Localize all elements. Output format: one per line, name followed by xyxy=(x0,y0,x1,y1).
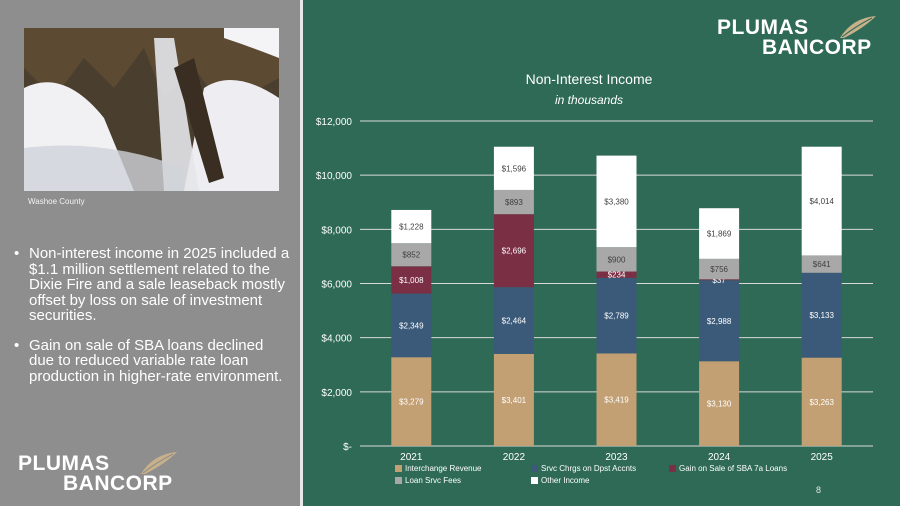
bar-segment xyxy=(391,209,432,244)
bar-segment xyxy=(596,353,637,446)
x-tick-label: 2021 xyxy=(400,452,423,463)
data-label: $1,228 xyxy=(399,223,424,232)
y-axis: $- $2,000 $4,000 $6,000 $8,000 $10,000 $12,000 xyxy=(316,117,353,453)
bar-segment xyxy=(801,272,842,358)
data-label: $1,869 xyxy=(707,230,732,239)
y-tick-label: $12,000 xyxy=(316,117,353,128)
x-tick-label: 2024 xyxy=(708,452,731,463)
y-tick-label: $4,000 xyxy=(321,334,352,345)
bullet-dot: • xyxy=(14,336,20,354)
page-number: 8 xyxy=(816,485,822,495)
data-label: $3,263 xyxy=(809,398,834,407)
logo-line-1: PLUMAS xyxy=(18,452,110,475)
logo-line-2: BANCORP xyxy=(762,36,872,59)
bar-segment xyxy=(596,271,637,278)
data-label: $1,008 xyxy=(399,276,424,285)
logo-line-1: PLUMAS xyxy=(717,16,809,39)
data-label: $3,130 xyxy=(707,400,732,409)
leaf-icon xyxy=(840,16,876,38)
company-logo-top: PLUMAS BANCORP xyxy=(711,14,886,60)
bar-segment xyxy=(596,155,637,248)
non-interest-income-chart: Non-Interest Income in thousands $- $2,00… xyxy=(316,71,873,485)
chart-legend: Interchange Revenue Srvc Chrgs on Dpst Ac… xyxy=(395,464,787,485)
y-tick-label: $- xyxy=(343,442,352,453)
data-label: $3,133 xyxy=(809,311,834,320)
data-label: $852 xyxy=(402,251,420,260)
panel-divider xyxy=(300,0,303,506)
bar-segment xyxy=(699,279,740,281)
bar-segment xyxy=(801,146,842,256)
x-tick-label: 2022 xyxy=(503,452,526,463)
data-label: $641 xyxy=(813,260,831,269)
data-label: $37 xyxy=(712,276,726,285)
chart-subtitle: in thousands xyxy=(555,93,623,107)
data-label: $900 xyxy=(608,255,626,264)
bar-segment xyxy=(699,208,740,259)
data-label: $2,988 xyxy=(707,317,732,326)
x-tick-label: 2025 xyxy=(811,452,834,463)
legend-label: Loan Srvc Fees xyxy=(405,476,461,485)
bar-segment xyxy=(391,357,432,446)
legend-label: Other Income xyxy=(541,476,590,485)
legend-label: Srvc Chrgs on Dpst Accnts xyxy=(541,464,636,473)
legend-swatch xyxy=(531,465,538,472)
data-label: $893 xyxy=(505,198,523,207)
bullet-item: • Non-interest income in 2025 included a… xyxy=(14,246,290,324)
data-label: $3,279 xyxy=(399,398,424,407)
bullet-text: Gain on sale of SBA loans declined due t… xyxy=(29,336,283,385)
bar-segment xyxy=(493,287,534,354)
data-label: $2,789 xyxy=(604,312,629,321)
legend-swatch xyxy=(395,465,402,472)
bar-segment xyxy=(596,247,637,272)
x-axis: 2021 2022 2023 2024 2025 xyxy=(400,452,833,463)
data-label: $3,401 xyxy=(502,396,527,405)
company-logo-bottom: PLUMAS BANCORP xyxy=(12,450,187,496)
data-label: $1,596 xyxy=(502,164,527,173)
bar-segment xyxy=(801,255,842,273)
data-label: $756 xyxy=(710,265,728,274)
bar-segment xyxy=(699,280,740,362)
leaf-icon xyxy=(141,452,177,474)
photo-caption: Washoe County xyxy=(28,197,85,206)
data-label: $2,464 xyxy=(502,317,527,326)
bar-segment xyxy=(391,293,432,358)
bullet-item: • Gain on sale of SBA loans declined due… xyxy=(14,336,290,385)
chart-title: Non-Interest Income xyxy=(526,71,653,87)
bullet-list: • Non-interest income in 2025 included a… xyxy=(14,246,290,398)
bar-segment xyxy=(699,361,740,446)
data-label: $3,419 xyxy=(604,396,629,405)
bullet-text: Non-interest income in 2025 included a $… xyxy=(29,245,290,324)
legend-label: Gain on Sale of SBA 7a Loans xyxy=(679,464,787,473)
logo-line-2: BANCORP xyxy=(63,472,173,495)
data-label: $4,014 xyxy=(809,197,834,206)
y-tick-label: $10,000 xyxy=(316,171,353,182)
y-tick-label: $2,000 xyxy=(321,388,352,399)
bar-segment xyxy=(493,353,534,446)
x-tick-label: 2023 xyxy=(605,452,628,463)
bar-segment xyxy=(596,277,637,354)
legend-swatch xyxy=(395,477,402,484)
bar-segment xyxy=(493,189,534,215)
legend-swatch xyxy=(669,465,676,472)
bar-segment xyxy=(801,357,842,446)
data-label: $3,380 xyxy=(604,197,629,206)
bar-series: $3,279 $2,349 $1,008 $852 $1,228 $3,401 $2,464… xyxy=(391,146,842,446)
legend-label: Interchange Revenue xyxy=(405,464,482,473)
photo-image xyxy=(24,28,279,191)
data-label: $2,696 xyxy=(502,247,527,256)
sidebar-panel: Washoe County • Non-interest income in 2… xyxy=(0,0,300,506)
waterfall-photo xyxy=(24,28,279,191)
bar-segment xyxy=(493,146,534,190)
legend-swatch xyxy=(531,477,538,484)
y-tick-label: $6,000 xyxy=(321,280,352,291)
bar-segment xyxy=(493,214,534,288)
y-tick-label: $8,000 xyxy=(321,225,352,236)
data-label: $2,349 xyxy=(399,321,424,330)
bar-segment xyxy=(391,266,432,294)
data-label: $234 xyxy=(608,271,626,280)
bullet-dot: • xyxy=(14,245,20,262)
bar-segment xyxy=(699,258,740,280)
bar-segment xyxy=(391,243,432,267)
